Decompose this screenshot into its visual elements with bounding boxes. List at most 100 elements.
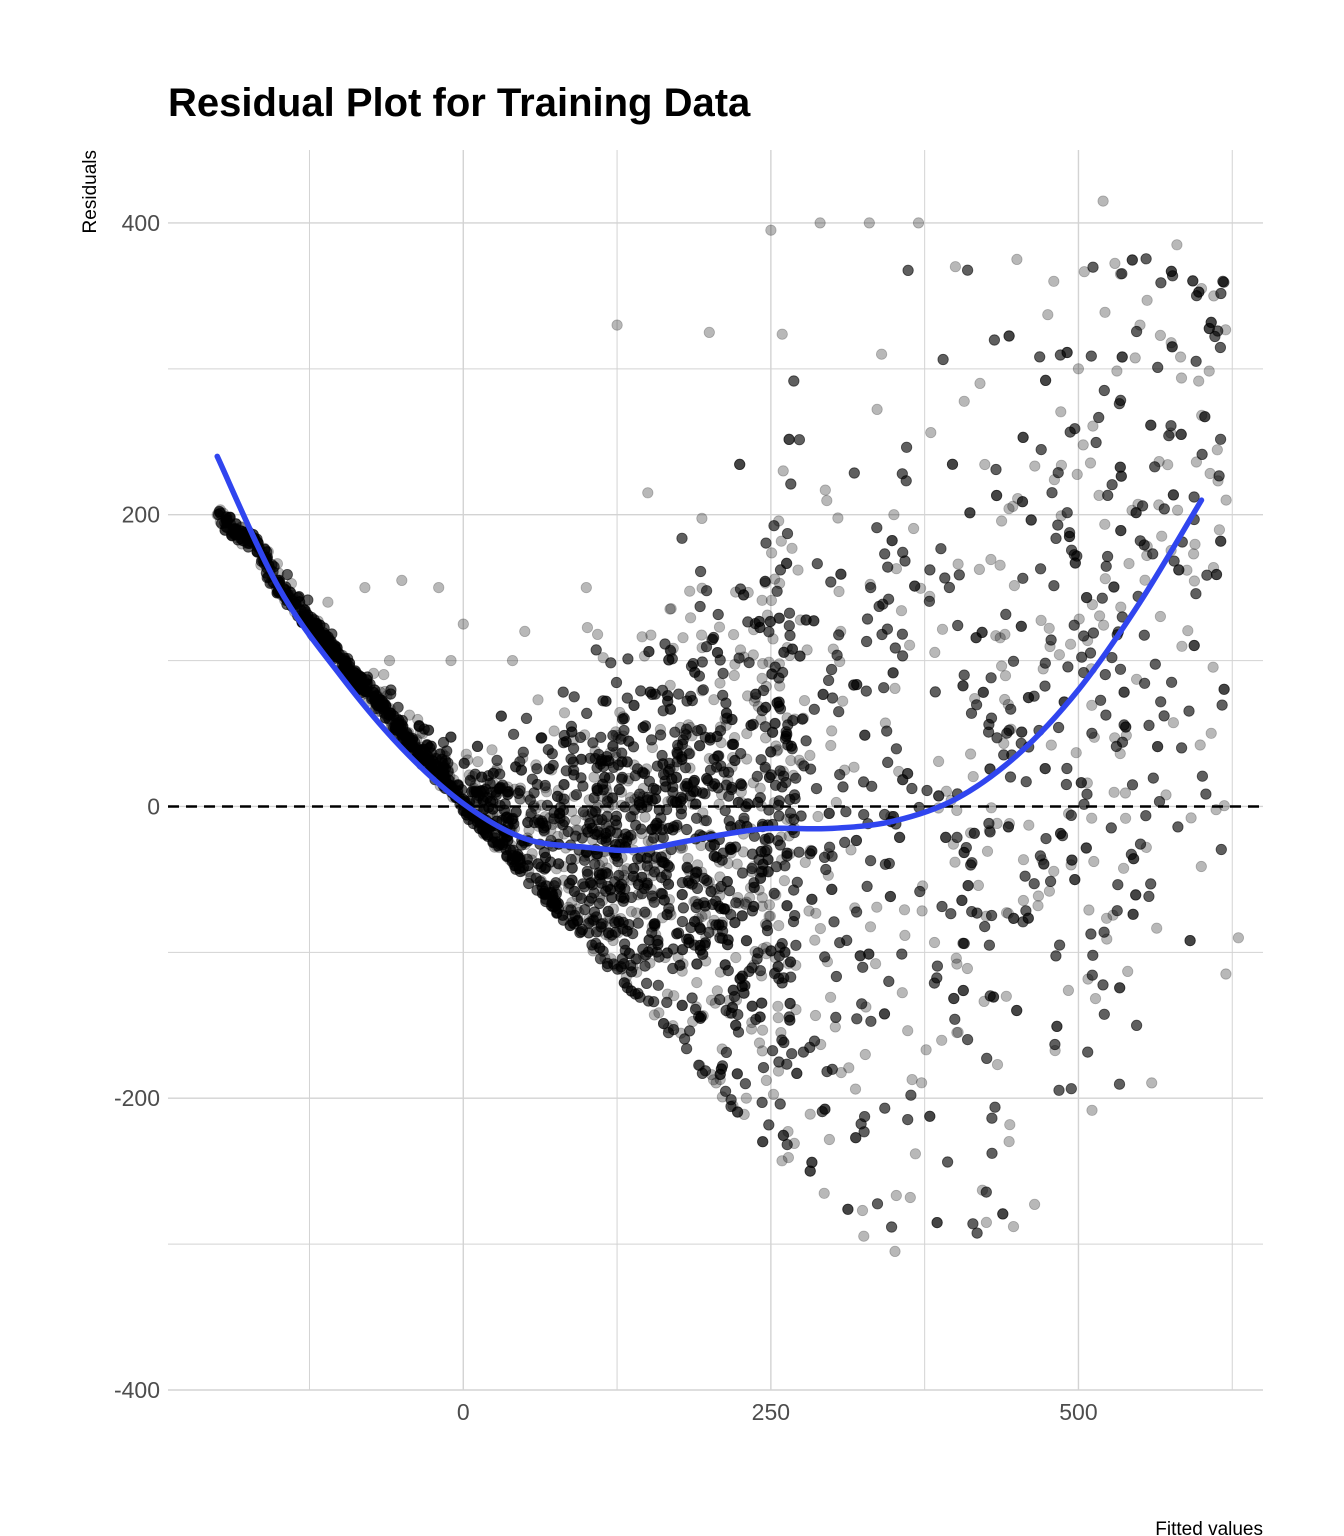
residual-point (481, 774, 494, 787)
residual-point (742, 586, 754, 599)
residual-point (951, 831, 963, 844)
residual-point (539, 852, 551, 864)
residual-point (773, 577, 786, 590)
residual-point (686, 730, 698, 742)
residual-point (1065, 638, 1077, 650)
residual-point (728, 669, 740, 682)
residual-point (582, 810, 594, 823)
residual-point (588, 771, 600, 783)
residual-point (999, 693, 1011, 706)
residual-point (286, 589, 298, 602)
residual-point (517, 752, 529, 764)
residual-point (818, 1187, 830, 1199)
residual-point (1111, 365, 1123, 377)
residual-point (765, 594, 778, 607)
residual-point (879, 717, 892, 729)
residual-point (730, 586, 742, 598)
residual-point (617, 730, 629, 742)
residual-point (615, 912, 627, 925)
residual-point (753, 1037, 766, 1049)
residual-point (902, 1025, 914, 1037)
residual-point (608, 915, 620, 927)
residual-point (1109, 257, 1121, 269)
residual-point (414, 741, 426, 753)
residual-point (371, 698, 383, 710)
residual-point (596, 883, 609, 895)
residual-point (1122, 965, 1134, 978)
residual-point (839, 836, 851, 849)
residual-point (374, 697, 387, 710)
residual-point (667, 1020, 679, 1032)
residual-point (849, 1083, 862, 1095)
residual-point (1212, 475, 1224, 487)
residual-point (1175, 351, 1187, 363)
residual-point (538, 826, 551, 838)
residual-point (723, 1007, 735, 1019)
residual-point (331, 646, 344, 658)
residual-point (999, 670, 1012, 682)
residual-point (790, 959, 802, 971)
residual-point (636, 767, 649, 779)
residual-point (893, 765, 905, 778)
residual-point (682, 719, 694, 731)
residual-point (753, 884, 765, 896)
residual-point (614, 885, 626, 898)
residual-point (821, 956, 834, 968)
residual-point (384, 702, 396, 715)
residual-point (580, 581, 592, 594)
residual-point (318, 629, 330, 642)
residual-point (656, 912, 669, 924)
residual-point (629, 793, 641, 805)
residual-point (782, 958, 795, 970)
residual-point (715, 737, 727, 749)
residual-point (569, 853, 582, 865)
residual-point (546, 764, 558, 776)
residual-point (943, 581, 956, 594)
residual-point (566, 896, 578, 909)
residual-point (1078, 798, 1090, 810)
residual-point (371, 689, 383, 701)
residual-point (617, 711, 629, 723)
residual-point (1119, 787, 1132, 799)
residual-point (506, 654, 519, 667)
residual-point (683, 865, 695, 877)
residual-point (999, 628, 1011, 641)
residual-point (1042, 309, 1054, 321)
residual-point (1185, 812, 1197, 824)
residual-point (951, 958, 963, 970)
residual-point (748, 695, 761, 707)
residual-point (540, 786, 553, 798)
residual-point (393, 729, 405, 741)
residual-point (603, 930, 616, 943)
residual-point (1011, 253, 1023, 265)
residual-point (369, 690, 381, 702)
residual-point (653, 1007, 665, 1019)
residual-point (391, 712, 403, 725)
residual-point (226, 527, 238, 539)
residual-point (696, 512, 708, 525)
residual-point (359, 581, 371, 594)
residual-point (980, 910, 992, 922)
residual-point (912, 217, 925, 229)
residual-point (920, 1044, 932, 1056)
residual-point (684, 721, 696, 734)
residual-point (383, 654, 396, 667)
residual-point (698, 814, 710, 827)
residual-point (1131, 673, 1143, 685)
residual-point (1017, 854, 1030, 866)
residual-point (499, 782, 511, 794)
residual-point (1088, 731, 1100, 743)
residual-point (714, 721, 727, 733)
residual-point (567, 734, 579, 746)
residual-point (638, 650, 651, 662)
residual-point (756, 891, 768, 904)
residual-point (694, 600, 706, 613)
residual-point (1132, 498, 1144, 510)
residual-point (324, 642, 337, 655)
residual-point (311, 627, 324, 639)
residual-point (788, 1137, 800, 1150)
residual-point (756, 1045, 768, 1057)
residual-point (491, 809, 503, 822)
residual-point (834, 655, 846, 668)
